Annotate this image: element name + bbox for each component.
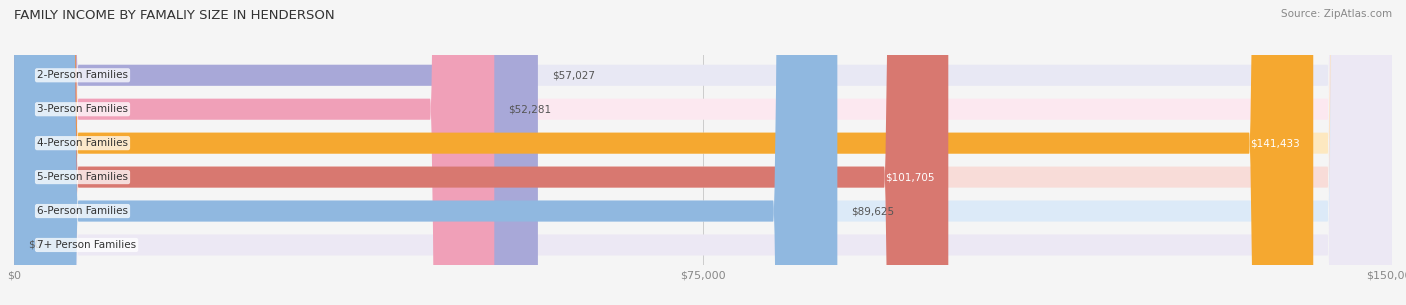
Text: 2-Person Families: 2-Person Families [37, 70, 128, 80]
FancyBboxPatch shape [14, 0, 1392, 305]
FancyBboxPatch shape [14, 0, 1392, 305]
Text: FAMILY INCOME BY FAMALIY SIZE IN HENDERSON: FAMILY INCOME BY FAMALIY SIZE IN HENDERS… [14, 9, 335, 22]
Text: $52,281: $52,281 [508, 104, 551, 114]
FancyBboxPatch shape [14, 0, 1313, 305]
Text: $141,433: $141,433 [1250, 138, 1299, 148]
Text: 6-Person Families: 6-Person Families [37, 206, 128, 216]
FancyBboxPatch shape [14, 0, 1392, 305]
FancyBboxPatch shape [14, 0, 1392, 305]
Text: $101,705: $101,705 [884, 172, 935, 182]
Text: $89,625: $89,625 [851, 206, 894, 216]
Text: Source: ZipAtlas.com: Source: ZipAtlas.com [1281, 9, 1392, 19]
Text: $57,027: $57,027 [551, 70, 595, 80]
FancyBboxPatch shape [14, 0, 838, 305]
Text: 7+ Person Families: 7+ Person Families [37, 240, 136, 250]
FancyBboxPatch shape [14, 0, 495, 305]
Text: 5-Person Families: 5-Person Families [37, 172, 128, 182]
FancyBboxPatch shape [14, 0, 948, 305]
Text: $0: $0 [28, 240, 41, 250]
FancyBboxPatch shape [14, 0, 538, 305]
Text: 4-Person Families: 4-Person Families [37, 138, 128, 148]
FancyBboxPatch shape [14, 0, 1392, 305]
FancyBboxPatch shape [14, 0, 1392, 305]
Text: 3-Person Families: 3-Person Families [37, 104, 128, 114]
